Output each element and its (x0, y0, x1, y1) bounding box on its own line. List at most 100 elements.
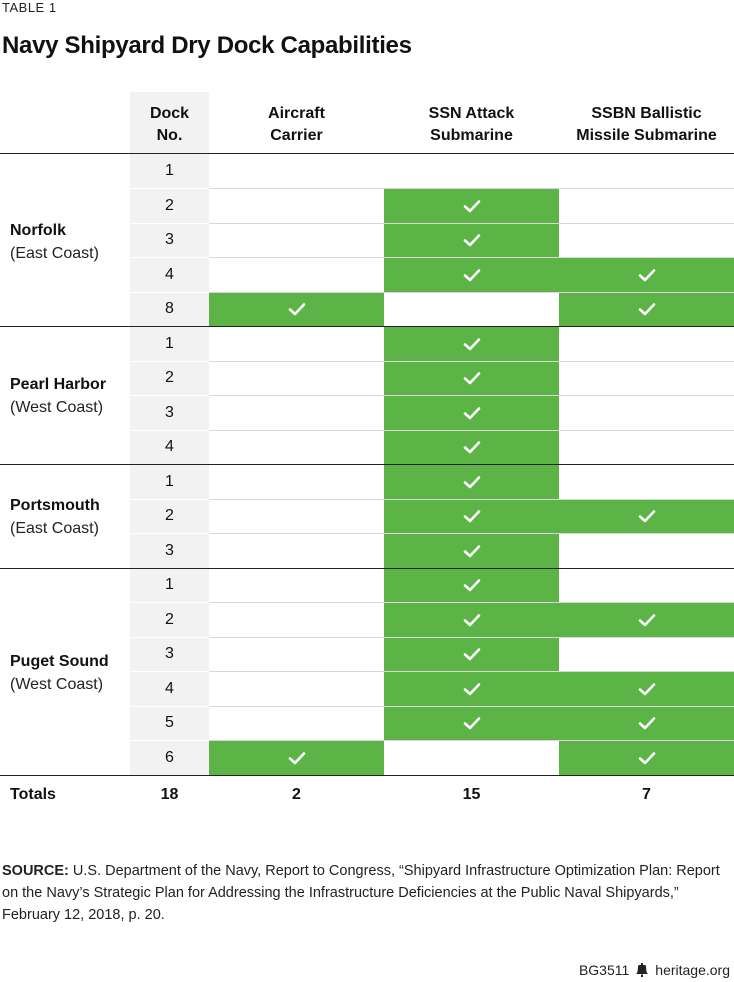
row-rule-dock (130, 636, 209, 638)
capability-cell-ssbn (559, 672, 734, 706)
check-icon (463, 475, 480, 489)
header-ssn-line1: SSN Attack (428, 105, 515, 122)
row-rule-dock (130, 671, 209, 672)
row-rule (209, 188, 734, 189)
check-icon (463, 648, 480, 661)
dock-number: 3 (165, 541, 174, 559)
dock-number: 8 (165, 300, 174, 317)
capability-cell-ssn (384, 361, 559, 395)
check-icon (463, 544, 480, 558)
footer-code: BG3511 (578, 962, 630, 978)
capability-cell-carrier (209, 741, 384, 775)
liberty-bell-icon (636, 963, 649, 977)
dock-number: 2 (165, 196, 174, 214)
header-carrier: Aircraft Carrier (209, 103, 384, 147)
capability-cell-ssbn (559, 603, 734, 637)
shipyard-pearl-harbor: Pearl Harbor (West Coast) (10, 373, 106, 419)
dock-number: 1 (165, 576, 174, 593)
row-rule (209, 429, 734, 431)
check-icon (463, 199, 480, 213)
check-icon (463, 510, 480, 523)
row-rule (209, 602, 734, 603)
row-rule-dock (130, 533, 209, 534)
check-icon (288, 303, 305, 316)
header-rule (0, 153, 734, 154)
dock-number: 1 (165, 162, 174, 179)
shipyard-name: Puget Sound (10, 653, 109, 670)
row-rule (209, 740, 734, 741)
shipyard-norfolk: Norfolk (East Coast) (10, 219, 99, 265)
dock-number: 4 (165, 438, 174, 455)
capability-cell-ssn (384, 534, 559, 568)
dock-number: 2 (165, 369, 174, 386)
check-icon (463, 406, 480, 420)
row-rule-dock (130, 498, 209, 500)
shipyard-puget-sound: Puget Sound (West Coast) (10, 650, 109, 696)
capability-cell-ssn (384, 672, 559, 706)
row-rule-dock (130, 740, 209, 741)
dock-number: 2 (165, 507, 174, 524)
source-text: U.S. Department of the Navy, Report to C… (2, 863, 720, 923)
row-rule-dock (130, 395, 209, 396)
row-rule (209, 360, 734, 362)
header-ssbn-line2: Missile Submarine (576, 127, 717, 144)
check-icon (463, 372, 480, 385)
dock-number: 1 (165, 334, 174, 352)
header-ssn: SSN Attack Submarine (384, 103, 559, 147)
page-title: Navy Shipyard Dry Dock Capabilities (2, 32, 412, 59)
header-carrier-line1: Aircraft (268, 105, 325, 122)
row-rule-dock (130, 602, 209, 603)
capability-cell-ssn (384, 568, 559, 602)
check-icon (463, 717, 480, 730)
check-icon (638, 268, 655, 282)
totals-dock: 18 (160, 786, 179, 803)
row-rule (209, 636, 734, 638)
shipyard-name: Pearl Harbor (10, 376, 107, 393)
capability-cell-ssn (384, 258, 559, 292)
shipyard-coast: (East Coast) (10, 520, 99, 537)
capability-cell-ssn (384, 637, 559, 671)
header-carrier-line2: Carrier (270, 127, 323, 144)
capability-cell-ssn (384, 327, 559, 361)
shipyard-coast: (East Coast) (10, 245, 99, 262)
row-rule (209, 533, 734, 534)
footer-site: heritage.org (655, 962, 730, 978)
row-rule (209, 498, 734, 500)
capability-cell-ssbn (559, 741, 734, 775)
check-icon (638, 717, 655, 730)
shipyard-portsmouth: Portsmouth (East Coast) (10, 494, 100, 540)
check-icon (463, 441, 480, 454)
group-rule (0, 464, 734, 465)
row-rule (209, 705, 734, 707)
header-dock: Dock No. (130, 103, 209, 147)
totals-ssbn: 7 (642, 786, 651, 803)
check-icon (638, 682, 655, 696)
totals-label: Totals (10, 786, 56, 803)
check-icon (638, 613, 655, 627)
row-rule-dock (130, 705, 209, 707)
header-ssn-line2: Submarine (430, 127, 513, 144)
check-icon (463, 234, 480, 247)
table-label: TABLE 1 (2, 0, 57, 15)
row-rule (209, 671, 734, 672)
capability-cell-ssn (384, 189, 559, 223)
check-icon (463, 682, 480, 696)
row-rule (209, 395, 734, 396)
dock-number: 1 (165, 472, 174, 490)
row-rule-dock (130, 429, 209, 431)
row-rule-dock (130, 291, 209, 293)
check-icon (288, 751, 305, 765)
row-rule (209, 257, 734, 258)
capability-cell-ssbn (559, 706, 734, 740)
dock-number: 4 (165, 679, 174, 697)
row-rule-dock (130, 257, 209, 258)
check-icon (463, 613, 480, 627)
group-rule (0, 567, 734, 569)
dock-number: 3 (165, 645, 174, 662)
source-label: SOURCE: (2, 863, 69, 879)
dock-number: 6 (165, 748, 174, 766)
header-ssbn: SSBN Ballistic Missile Submarine (559, 103, 734, 147)
shipyard-coast: (West Coast) (10, 676, 104, 693)
row-rule (209, 291, 734, 293)
check-icon (638, 751, 655, 765)
